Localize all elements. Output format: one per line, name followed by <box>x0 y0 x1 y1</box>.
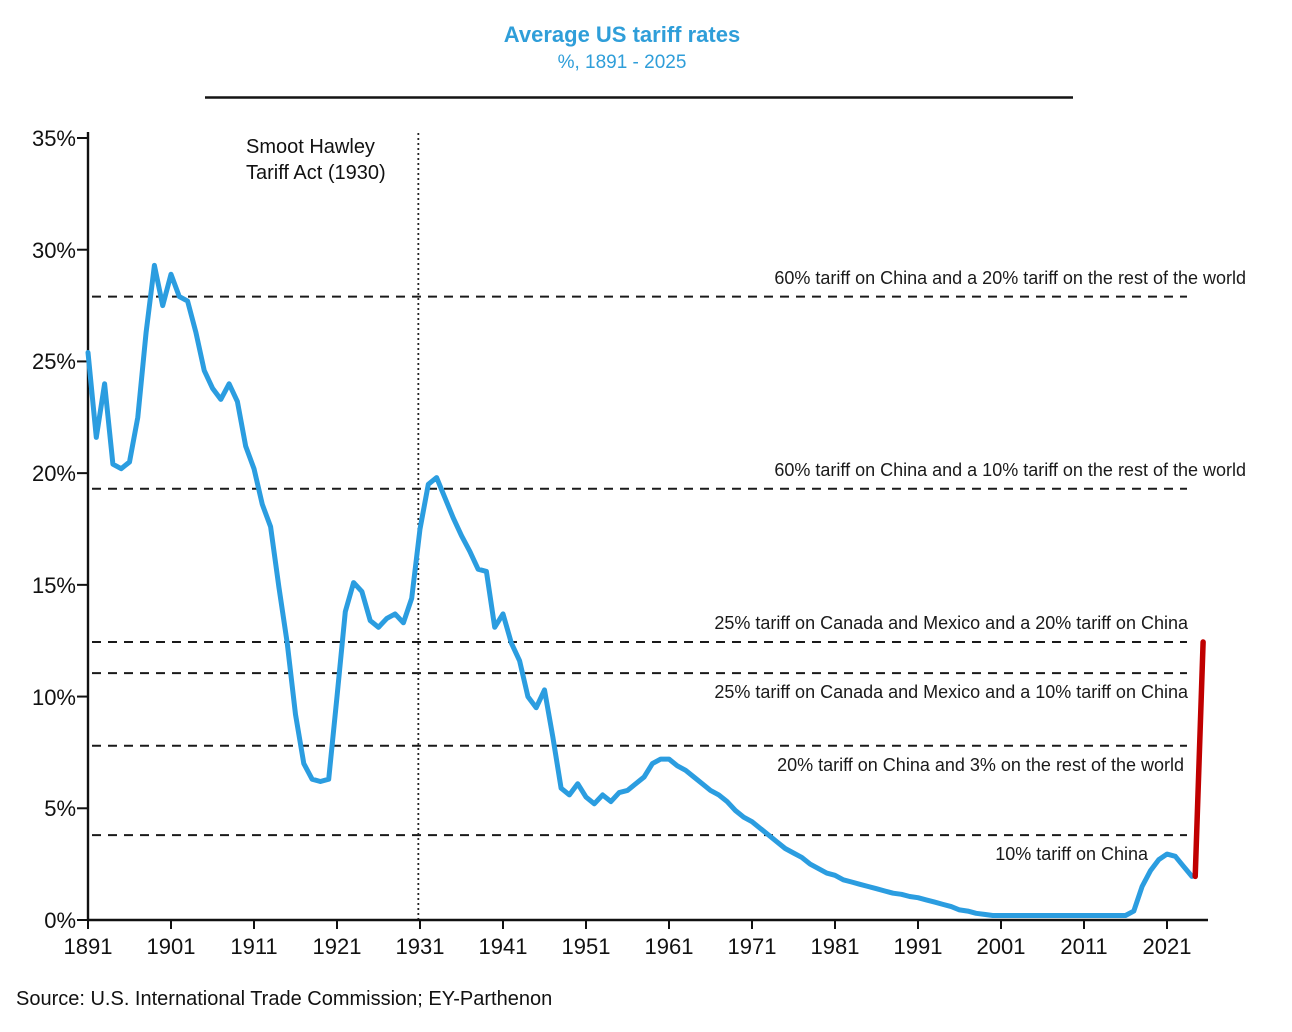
y-tick-label: 10% <box>31 684 76 710</box>
scenario-2025-line <box>1192 639 1206 880</box>
x-tick-label: 1991 <box>893 934 943 959</box>
x-tick-label: 2021 <box>1142 934 1192 959</box>
x-tick-label: 1921 <box>312 934 362 959</box>
y-tick-label: 35% <box>31 125 76 151</box>
x-tick-label: 1951 <box>561 934 611 959</box>
reference-line-label: 20% tariff on China and 3% on the rest o… <box>777 754 1184 775</box>
smoot-hawley-annotation: Smoot Hawley Tariff Act (1930) <box>246 134 386 186</box>
y-tick-label: 0% <box>44 908 76 933</box>
reference-line-label: 60% tariff on China and a 10% tariff on … <box>774 459 1246 480</box>
y-tick-label: 15% <box>31 572 76 598</box>
x-tick-label: 1981 <box>810 934 860 959</box>
chart-header: Average US tariff rates %, 1891 - 2025 <box>0 22 1244 74</box>
x-tick-label: 1911 <box>230 934 278 959</box>
y-tick-label: 20% <box>31 461 76 487</box>
x-tick-label: 1961 <box>644 934 694 959</box>
x-tick-label: 1891 <box>63 934 113 959</box>
reference-line-label: 25% tariff on Canada and Mexico and a 10… <box>714 682 1188 703</box>
smoot-hawley-annotation-line2: Tariff Act (1930) <box>246 162 386 184</box>
reference-line-label: 10% tariff on China <box>995 844 1148 865</box>
x-tick-label: 1941 <box>478 934 528 959</box>
x-tick-label: 1931 <box>395 934 445 959</box>
x-tick-label: 2011 <box>1060 934 1108 959</box>
chart-title: Average US tariff rates <box>503 22 741 47</box>
smoot-hawley-annotation-line1: Smoot Hawley <box>246 136 375 158</box>
x-tick-label: 1971 <box>727 934 777 959</box>
reference-line-label: 25% tariff on Canada and Mexico and a 20… <box>714 613 1188 634</box>
tariff-rate-line <box>85 262 1195 918</box>
x-tick-label: 1901 <box>146 934 196 959</box>
y-tick-label: 30% <box>31 237 76 263</box>
source-note: Source: U.S. International Trade Commiss… <box>16 988 553 1010</box>
reference-line-label: 60% tariff on China and a 20% tariff on … <box>774 267 1246 288</box>
y-tick-label: 5% <box>44 796 76 822</box>
chart-subtitle: %, 1891 - 2025 <box>557 52 687 73</box>
x-tick-label: 2001 <box>976 934 1026 959</box>
y-tick-label: 25% <box>31 349 76 375</box>
